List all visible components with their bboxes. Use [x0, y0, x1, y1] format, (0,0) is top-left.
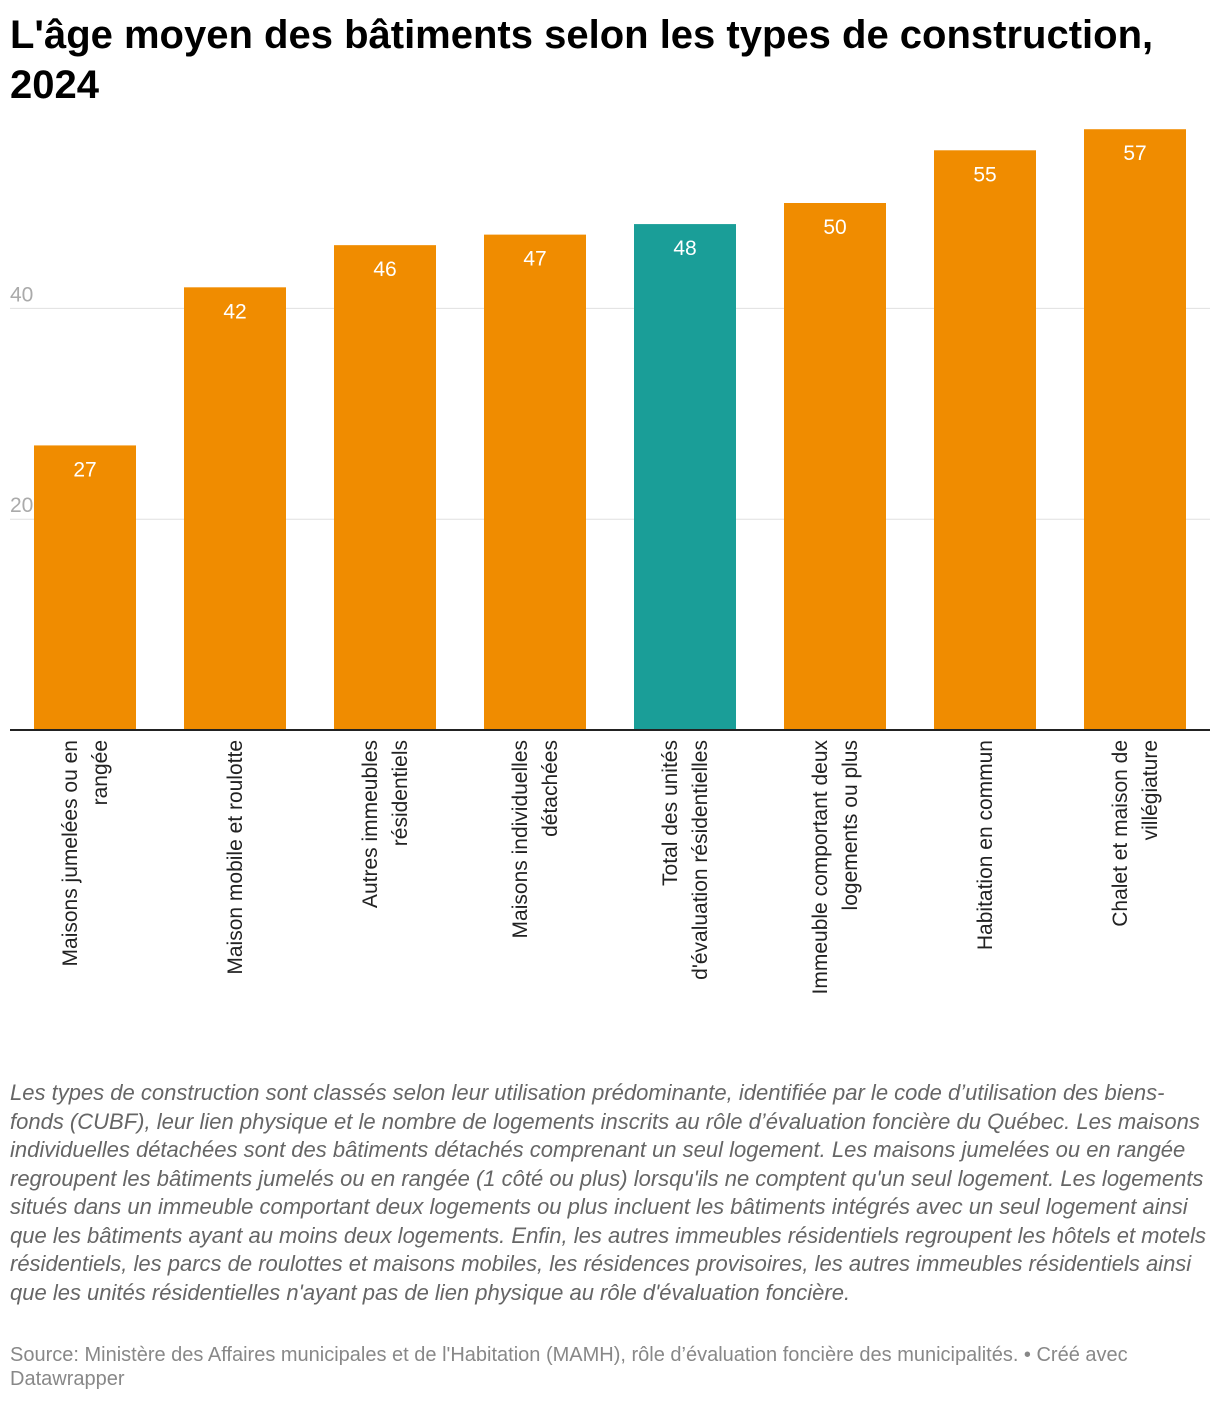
bar	[1084, 129, 1186, 731]
bar-value-label: 55	[973, 163, 996, 186]
bar-value-label: 47	[523, 248, 546, 271]
category-label: Autres immeubles résidentiels	[359, 740, 412, 908]
category-label-line: détachées	[539, 740, 562, 837]
category-label: Immeuble comportant deux logements ou plu…	[809, 740, 862, 995]
chart-source: Source: Ministère des Affaires municipal…	[10, 1344, 1128, 1390]
category-label-line: Maisons individuelles	[509, 740, 532, 938]
category-label: Maisons jumelées ou en rangée	[59, 740, 112, 966]
category-label-line: Chalet et maison de	[1109, 740, 1132, 927]
bar	[784, 203, 886, 730]
bar-value-label: 57	[1123, 142, 1146, 165]
bar	[634, 224, 736, 730]
category-label-line: Habitation en commun	[974, 740, 997, 950]
bar-value-label: 42	[223, 300, 246, 323]
category-label-line: logements ou plus	[839, 740, 862, 910]
bar	[934, 150, 1036, 731]
category-label-line: d'évaluation résidentielles	[689, 740, 712, 980]
category-label-line: résidentiels	[389, 740, 412, 846]
category-label-line: Immeuble comportant deux	[809, 740, 832, 995]
bar-value-label: 48	[673, 237, 696, 260]
category-label-line: Autres immeubles	[359, 740, 382, 908]
y-tick-label: 40	[10, 283, 33, 306]
bar-value-label: 27	[73, 458, 96, 481]
chart-title: L'âge moyen des bâtiments selon les type…	[10, 13, 1154, 107]
category-label: Maisons individuelles détachées	[509, 740, 562, 938]
y-tick-label: 20	[10, 494, 33, 517]
bar-value-label: 50	[823, 216, 846, 239]
category-label: Maison mobile et roulotte	[224, 740, 247, 975]
category-label: Habitation en commun	[974, 740, 997, 950]
category-label-line: Total des unités	[659, 740, 682, 886]
bar-value-label: 46	[373, 258, 396, 281]
bar	[334, 245, 436, 730]
category-label-line: rangée	[89, 740, 112, 805]
bar-chart: 20 40 27 Maisons jumelées ou en rangée 42 Mais…	[10, 129, 1210, 995]
category-label-line: Maison mobile et roulotte	[224, 740, 247, 975]
category-label: Chalet et maison de villégiature	[1109, 740, 1162, 927]
bar	[34, 445, 136, 730]
category-label: Total des unités d'évaluation résidentiel…	[659, 740, 712, 980]
category-label-line: Maisons jumelées ou en	[59, 740, 82, 966]
bar	[484, 234, 586, 730]
bar	[184, 287, 286, 730]
chart-note: Les types de construction sont classés s…	[10, 1080, 1206, 1305]
category-label-line: villégiature	[1139, 740, 1162, 840]
